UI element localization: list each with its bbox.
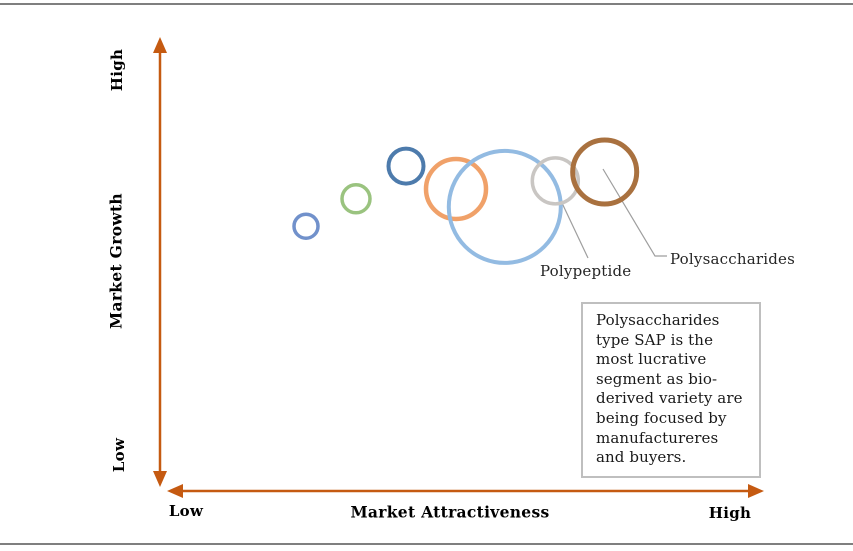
- annotation-label-polysaccharides: Polysaccharides: [670, 250, 795, 268]
- y-axis-down-arrowhead-icon: [153, 471, 167, 487]
- leader-line-polypeptide: [561, 202, 589, 259]
- y-axis-high-label: High: [108, 48, 126, 92]
- bubble-6-gray: [530, 156, 581, 206]
- top-border-line: [0, 3, 853, 5]
- callout-text: Polysaccharides type SAP is the most luc…: [596, 311, 743, 467]
- x-axis-right-arrowhead-icon: [748, 484, 764, 498]
- bubble-3-steel-blue: [386, 146, 426, 186]
- bubble-5-light-blue: [446, 148, 563, 265]
- bubble-1-blue: [292, 212, 320, 240]
- bubble-4-orange: [423, 156, 489, 222]
- x-axis-title: Market Attractiveness: [350, 502, 550, 522]
- x-axis-high-label: High: [708, 504, 752, 522]
- x-axis-low-label: Low: [168, 502, 204, 520]
- y-axis-up-arrowhead-icon: [153, 37, 167, 53]
- bottom-border-line: [0, 543, 853, 545]
- bubble-7-brown: [570, 137, 640, 207]
- x-axis-left-arrowhead-icon: [167, 484, 183, 498]
- y-axis-title: Market Growth: [106, 193, 126, 329]
- annotation-label-polypeptide: Polypeptide: [540, 262, 632, 280]
- bubble-2-green: [340, 183, 372, 215]
- y-axis-low-label: Low: [110, 437, 128, 473]
- callout-box: Polysaccharides type SAP is the most luc…: [581, 302, 761, 478]
